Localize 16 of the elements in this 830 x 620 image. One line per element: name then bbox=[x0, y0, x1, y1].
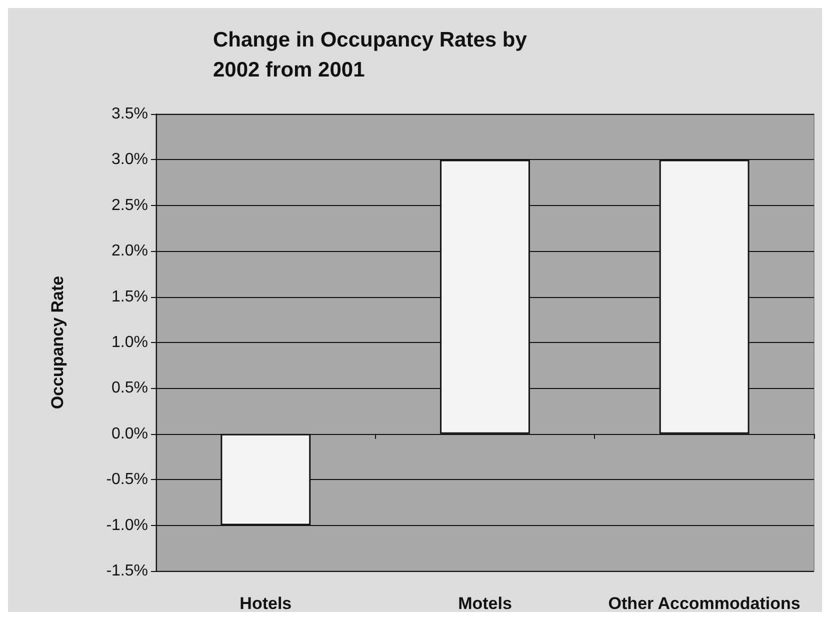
y-tick-label: 0.0% bbox=[112, 425, 148, 442]
y-tick-label: 3.0% bbox=[112, 151, 148, 168]
x-tick-label: Motels bbox=[458, 594, 512, 613]
y-tick-label: 1.5% bbox=[112, 288, 148, 306]
y-tick-label: 2.5% bbox=[112, 196, 148, 214]
y-tick-label: -1.0% bbox=[106, 516, 148, 534]
y-tick-label: -0.5% bbox=[106, 471, 148, 488]
y-tick-label: -1.5% bbox=[106, 562, 148, 580]
y-tick-label: 1.0% bbox=[112, 334, 148, 351]
x-tick-label: Hotels bbox=[240, 594, 292, 613]
y-tick-label: 0.5% bbox=[112, 380, 148, 397]
x-tick-label: Other Accommodations bbox=[608, 594, 800, 613]
y-tick-label: 3.5% bbox=[112, 106, 148, 122]
chart-title: Change in Occupancy Rates by 2002 from 2001 bbox=[213, 28, 533, 82]
y-axis-title: Occupancy Rate bbox=[48, 276, 67, 410]
y-tick-label: 2.0% bbox=[112, 242, 148, 260]
